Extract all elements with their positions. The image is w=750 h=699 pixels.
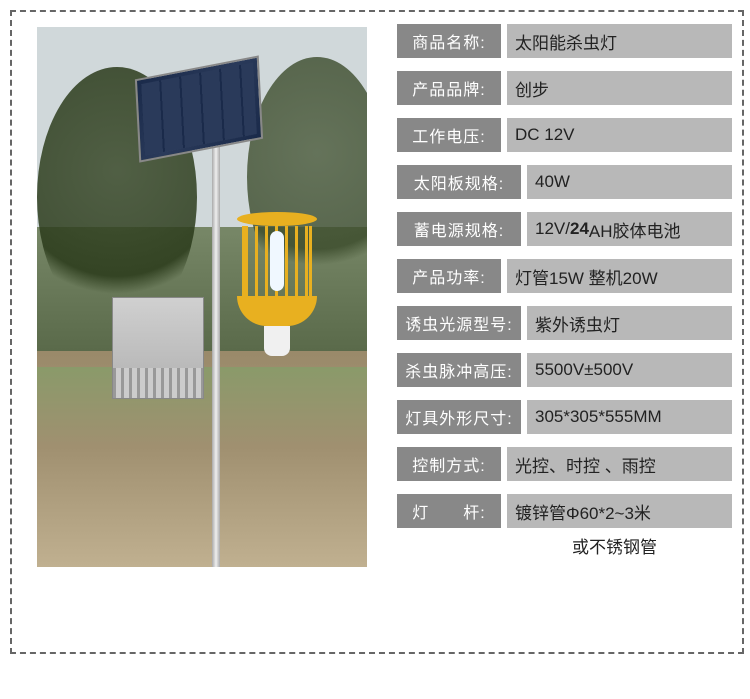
spec-row: 蓄电源规格:12V/24 AH胶体电池 [397,212,732,246]
spec-extra-line: 或不锈钢管 [397,533,732,558]
spec-table: 商品名称:太阳能杀虫灯产品品牌:创步工作电压:DC 12V太阳板规格: 40W蓄… [392,12,742,652]
spec-card: 商品名称:太阳能杀虫灯产品品牌:创步工作电压:DC 12V太阳板规格: 40W蓄… [10,10,744,654]
spec-row: 杀虫脉冲高压: 5500V±500V [397,353,732,387]
spec-row: 灯具外形尺寸: 305*305*555MM [397,400,732,434]
photo-lamp [237,212,317,362]
spec-value: 镀锌管Φ60*2~3米 [507,494,732,528]
spec-value: 5500V±500V [527,353,732,387]
spec-row: 太阳板规格: 40W [397,165,732,199]
photo-lamp-bowl [237,296,317,326]
spec-label: 产品品牌: [397,71,501,105]
spec-value: 紫外诱虫灯 [527,306,732,340]
spec-value: 12V/24 AH胶体电池 [527,212,732,246]
product-photo [37,27,367,567]
spec-label: 蓄电源规格: [397,212,521,246]
spec-row: 产品品牌:创步 [397,71,732,105]
photo-control-box [112,297,204,399]
spec-label: 诱虫光源型号: [397,306,521,340]
spec-label: 工作电压: [397,118,501,152]
spec-row: 灯 杆: 镀锌管Φ60*2~3米 [397,494,732,528]
photo-lamp-cup [264,326,290,356]
spec-row: 商品名称:太阳能杀虫灯 [397,24,732,58]
photo-lamp-cage [242,226,312,296]
spec-value: 创步 [507,71,732,105]
spec-value: 40W [527,165,732,199]
spec-value: 灯管15W 整机20W [507,259,732,293]
spec-value: DC 12V [507,118,732,152]
spec-label: 商品名称: [397,24,501,58]
photo-lamp-top [237,212,317,226]
spec-row: 工作电压:DC 12V [397,118,732,152]
photo-pole [212,97,220,567]
spec-label: 控制方式: [397,447,501,481]
spec-row: 产品功率: 灯管15W 整机20W [397,259,732,293]
spec-row: 控制方式: 光控、时控 、雨控 [397,447,732,481]
spec-label: 灯具外形尺寸: [397,400,521,434]
spec-label: 产品功率: [397,259,501,293]
spec-value: 305*305*555MM [527,400,732,434]
spec-value: 光控、时控 、雨控 [507,447,732,481]
spec-row: 诱虫光源型号: 紫外诱虫灯 [397,306,732,340]
spec-label: 杀虫脉冲高压: [397,353,521,387]
spec-value: 太阳能杀虫灯 [507,24,732,58]
spec-label: 灯 杆: [397,494,501,528]
spec-label: 太阳板规格: [397,165,521,199]
image-panel [12,12,392,652]
